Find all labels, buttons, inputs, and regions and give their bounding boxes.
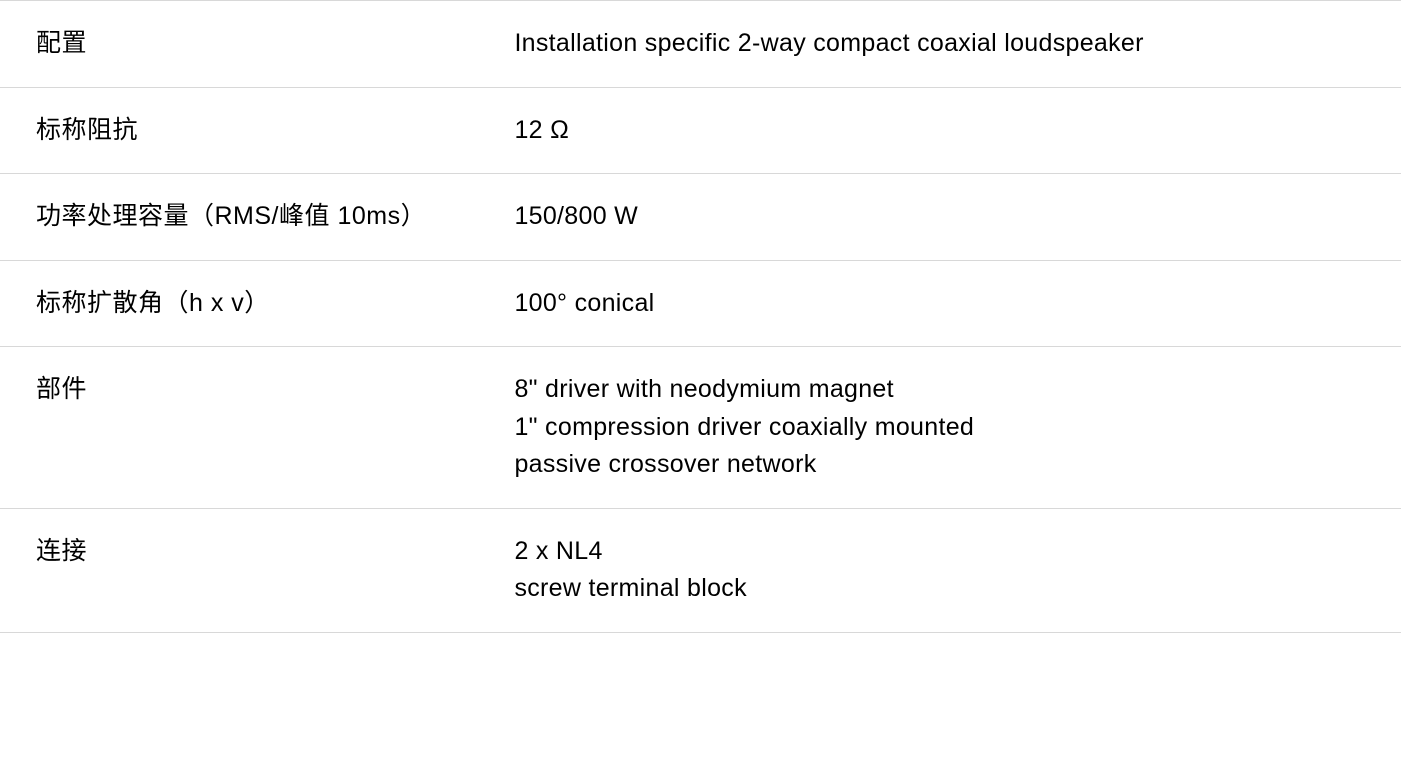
spec-label: 连接 bbox=[36, 533, 514, 608]
spec-value-line: Installation specific 2-way compact coax… bbox=[514, 25, 1365, 63]
spec-row: 功率处理容量（RMS/峰值 10ms） 150/800 W bbox=[0, 173, 1401, 260]
spec-label: 标称阻抗 bbox=[36, 112, 514, 150]
spec-value-line: 150/800 W bbox=[514, 198, 1365, 236]
spec-table: 配置 Installation specific 2-way compact c… bbox=[0, 0, 1401, 633]
spec-value: 100° conical bbox=[514, 285, 1365, 323]
spec-label: 功率处理容量（RMS/峰值 10ms） bbox=[36, 198, 514, 236]
spec-value: 2 x NL4 screw terminal block bbox=[514, 533, 1365, 608]
spec-value: 12 Ω bbox=[514, 112, 1365, 150]
spec-value-line: passive crossover network bbox=[514, 446, 1365, 484]
spec-label: 配置 bbox=[36, 25, 514, 63]
spec-value-line: screw terminal block bbox=[514, 570, 1365, 608]
spec-value-line: 2 x NL4 bbox=[514, 533, 1365, 571]
spec-value: 150/800 W bbox=[514, 198, 1365, 236]
spec-value-line: 1" compression driver coaxially mounted bbox=[514, 409, 1365, 447]
spec-value-line: 8" driver with neodymium magnet bbox=[514, 371, 1365, 409]
spec-value: Installation specific 2-way compact coax… bbox=[514, 25, 1365, 63]
spec-row: 连接 2 x NL4 screw terminal block bbox=[0, 508, 1401, 633]
spec-row: 部件 8" driver with neodymium magnet 1" co… bbox=[0, 346, 1401, 508]
spec-label: 标称扩散角（h x v） bbox=[36, 285, 514, 323]
spec-row: 标称扩散角（h x v） 100° conical bbox=[0, 260, 1401, 347]
spec-row: 标称阻抗 12 Ω bbox=[0, 87, 1401, 174]
spec-value-line: 12 Ω bbox=[514, 112, 1365, 150]
spec-value-line: 100° conical bbox=[514, 285, 1365, 323]
spec-row: 配置 Installation specific 2-way compact c… bbox=[0, 0, 1401, 87]
spec-label: 部件 bbox=[36, 371, 514, 484]
spec-value: 8" driver with neodymium magnet 1" compr… bbox=[514, 371, 1365, 484]
